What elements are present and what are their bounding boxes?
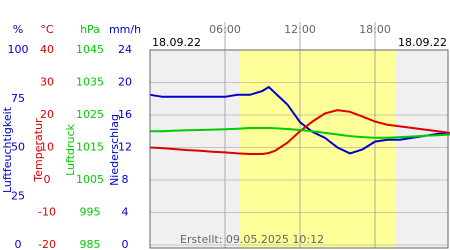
axis-unit: hPa <box>80 23 100 36</box>
y-tick-label: 995 <box>80 206 101 219</box>
y-tick-label: 0 <box>15 238 22 250</box>
plot-border <box>149 49 449 249</box>
axis-title: Luftfeuchtigkeit <box>1 106 14 193</box>
y-tick-label: 50 <box>11 141 25 154</box>
axis-title: Luftdruck <box>64 123 77 175</box>
y-tick-label: 40 <box>40 43 54 56</box>
axis-unit: mm/h <box>109 23 141 36</box>
y-tick-label: 1045 <box>76 43 104 56</box>
x-tick-label: 06:00 <box>209 23 241 36</box>
y-tick-label: 16 <box>118 108 132 121</box>
series-line <box>149 109 450 155</box>
y-tick-label: 0 <box>44 173 51 186</box>
series-line <box>150 127 450 139</box>
y-tick-label: 10 <box>40 141 54 154</box>
axis-unit: % <box>13 23 23 36</box>
y-tick-label: 985 <box>80 238 101 250</box>
y-tick-label: 0 <box>122 238 129 250</box>
date-left: 18.09.22 <box>152 36 201 49</box>
x-tick-label: 18:00 <box>359 23 391 36</box>
y-tick-label: 20 <box>118 76 132 89</box>
axis-title: Niederschlag <box>108 114 121 186</box>
y-tick-label: 20 <box>40 108 54 121</box>
y-tick-label: -20 <box>38 238 56 250</box>
series-line <box>149 85 450 155</box>
y-tick-label: 8 <box>122 173 129 186</box>
x-tick-label: 12:00 <box>284 23 316 36</box>
y-tick-label: 100 <box>8 43 29 56</box>
daylight-band <box>240 50 395 248</box>
axis-unit: °C <box>40 23 54 36</box>
y-tick-label: 12 <box>118 141 132 154</box>
date-right: 18.09.22 <box>398 36 447 49</box>
y-tick-label: 24 <box>118 43 132 56</box>
y-tick-label: 75 <box>11 92 25 105</box>
y-tick-label: 25 <box>11 189 25 202</box>
y-tick-label: 30 <box>40 76 54 89</box>
y-tick-label: 1035 <box>76 76 104 89</box>
footer: Erstellt: 09.05.2025 10:12 <box>180 233 324 246</box>
y-tick-label: 1025 <box>76 108 104 121</box>
y-tick-label: 4 <box>122 206 129 219</box>
axis-title: Temperatur <box>32 118 45 183</box>
y-tick-label: 1015 <box>76 141 104 154</box>
y-tick-label: -10 <box>38 206 56 219</box>
y-tick-label: 1005 <box>76 173 104 186</box>
